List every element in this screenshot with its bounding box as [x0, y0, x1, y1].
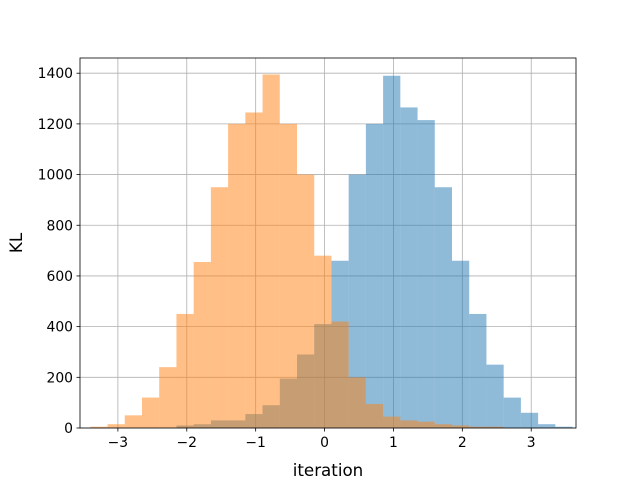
histogram-bar	[159, 367, 177, 428]
histogram-bar	[434, 187, 452, 428]
y-tick-label: 1000	[38, 168, 73, 184]
histogram-bar	[348, 174, 366, 428]
y-tick-label: 1200	[38, 117, 73, 133]
x-tick-label: 1	[389, 435, 398, 451]
histogram-bar	[469, 426, 487, 428]
y-tick-label: 800	[46, 218, 73, 234]
y-tick-label: 200	[46, 370, 73, 386]
histogram-bar	[383, 416, 401, 428]
histogram-bar	[124, 415, 142, 428]
x-tick-label: 3	[527, 435, 536, 451]
x-axis-label: iteration	[293, 460, 364, 480]
histogram-bar	[262, 74, 280, 429]
histogram-bar	[210, 187, 229, 428]
histogram-bar	[107, 424, 125, 428]
x-tick-label: −2	[177, 435, 197, 451]
y-tick-label: 1400	[38, 66, 73, 82]
x-tick-label: −3	[108, 435, 128, 451]
histogram-bar	[90, 426, 108, 428]
histogram-bar	[331, 321, 349, 428]
x-tick-label: −1	[245, 435, 265, 451]
series-2	[90, 74, 504, 429]
histogram-bar	[417, 421, 435, 428]
histogram-bar	[365, 123, 384, 428]
histogram-bar	[383, 75, 401, 429]
histogram-bar	[314, 255, 332, 428]
histogram-bar	[434, 424, 452, 428]
x-axis-ticks: −3 −2 −1 0 1 2 3	[108, 428, 536, 451]
y-tick-label: 400	[46, 320, 73, 336]
histogram-bar	[417, 120, 435, 428]
histogram-bar	[228, 123, 246, 428]
histogram-bar	[193, 262, 211, 428]
histogram-bar	[520, 412, 539, 428]
histogram-bar	[279, 123, 297, 428]
histogram-bar	[452, 260, 470, 428]
y-tick-label: 600	[46, 269, 73, 285]
histogram-bar	[400, 420, 418, 428]
plot-area: −3 −2 −1 0 1 2 3 0 200 400 600 800 1000 1200 1400	[38, 57, 577, 451]
histogram-bar	[400, 107, 418, 428]
histogram-bars	[90, 74, 573, 429]
histogram-bar	[452, 425, 470, 428]
histogram-bar	[142, 397, 160, 428]
histogram-bar	[176, 313, 194, 428]
histogram-bar	[297, 174, 315, 428]
axes-frame	[79, 57, 577, 429]
histogram-bar	[245, 112, 263, 428]
histogram-bar	[555, 426, 573, 428]
y-tick-label: 0	[64, 421, 73, 437]
x-tick-label: 0	[320, 435, 329, 451]
histogram-bar	[469, 313, 487, 428]
histogram-bar	[486, 426, 504, 428]
y-axis-label: KL	[6, 232, 26, 253]
y-axis-ticks: 0 200 400 600 800 1000 1200 1400	[38, 66, 80, 437]
histogram-bar	[486, 364, 504, 428]
histogram-bar	[538, 424, 556, 428]
x-tick-label: 2	[458, 435, 467, 451]
histogram-bar	[503, 397, 521, 428]
histogram-bar	[365, 403, 384, 428]
histogram-bar	[348, 377, 366, 428]
